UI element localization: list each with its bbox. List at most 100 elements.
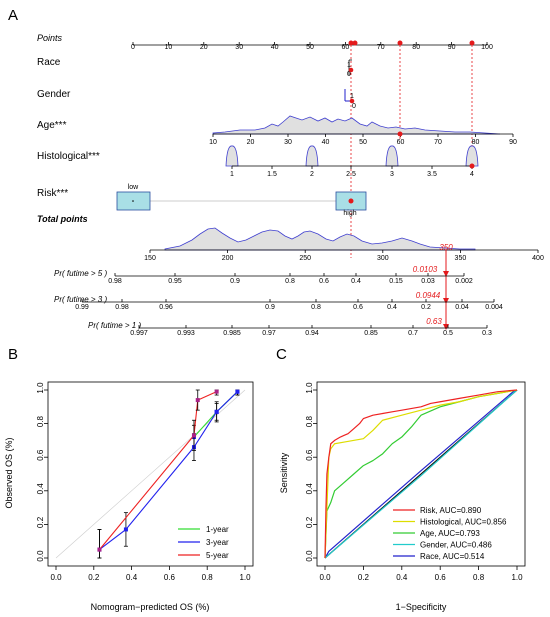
pr1-label-5: 0.85 (364, 330, 378, 337)
pr5-value: 0.0103 (413, 265, 438, 274)
roc-series-4-line (324, 389, 518, 559)
calibration-ylabel: Observed OS (%) (4, 437, 14, 508)
points-label-7: 70 (377, 44, 385, 51)
points-label-2: 20 (200, 44, 208, 51)
roc-frame (316, 381, 526, 567)
panel-a: A Points 0 10 20 30 40 50 60 70 80 90 100 Race 1 0… (8, 7, 544, 337)
row-label-risk: Risk*** (37, 188, 68, 199)
roc-xlabel: 1−Specificity (396, 602, 447, 612)
axis-points: 0 10 20 30 40 50 60 70 80 90 100 (131, 40, 493, 51)
roc-ylabel: Sensitivity (279, 452, 289, 493)
cal-series-2-point-2 (195, 398, 200, 403)
cal-series-2-point-1 (191, 433, 196, 438)
pr3-label-2: 0.96 (159, 304, 173, 311)
row-label-histological: Histological*** (37, 151, 100, 162)
axis-risk: low high (116, 184, 367, 217)
points-label-1: 10 (165, 44, 173, 51)
hist-label-2: 2 (310, 171, 314, 178)
roc-ytick-label-4: 0.8 (305, 415, 314, 427)
points-label-6: 60 (342, 44, 350, 51)
row-label-pr5: Pr( futime > 5 ) (54, 269, 107, 278)
pr5-label-5: 0.4 (351, 278, 361, 285)
age-marker (397, 131, 403, 137)
cal-series-2-line (99, 391, 217, 550)
points-label-8: 80 (412, 44, 420, 51)
guide-lines (350, 45, 473, 258)
age-label-4: 50 (359, 139, 367, 146)
age-label-8: 90 (509, 139, 517, 146)
axis-race: 1 0 (347, 59, 354, 78)
gender-tick-1: 1 (350, 93, 354, 100)
pr3-label-9: 0.004 (485, 304, 503, 311)
total-density (164, 227, 476, 251)
pr3-value: 0.0944 (416, 291, 441, 300)
panel-b: B 0.0 0.2 0.4 0.6 0.8 1.0 0.0 0.2 0.4 0.6 0.8 1.0 1-… (4, 346, 254, 612)
panel-a-label: A (8, 7, 18, 24)
cal-ytick-label-3: 0.6 (36, 449, 45, 461)
axis-histological: 1 1.5 2 2.5 3 3.5 4 (230, 165, 474, 178)
cal-xtick-label-3: 0.6 (164, 573, 176, 582)
cal-xtick-label-1: 0.2 (88, 573, 100, 582)
roc-ytick-label-3: 0.6 (305, 449, 314, 461)
pr5-label-3: 0.8 (285, 278, 295, 285)
pr1-label-8: 0.3 (482, 330, 492, 337)
panel-b-label: B (8, 346, 18, 363)
points-marker-3 (469, 40, 475, 46)
age-label-2: 30 (284, 139, 292, 146)
roc-xtick-label-1: 0.2 (358, 573, 370, 582)
points-label-9: 90 (448, 44, 456, 51)
age-label-6: 70 (434, 139, 442, 146)
axis-pr5: 0.98 0.95 0.9 0.8 0.6 0.4 0.15 0.03 0.002 (108, 273, 473, 285)
axis-age: 10 20 30 40 50 60 70 80 90 (209, 133, 517, 146)
row-label-age: Age*** (37, 120, 67, 131)
pr5-label-8: 0.002 (455, 278, 473, 285)
age-label-3: 40 (322, 139, 330, 146)
roc-ytick-label-0: 0.0 (305, 550, 314, 562)
axis-total-points: 150 200 250 300 350 400 (144, 249, 544, 262)
hist-label-5: 3.5 (427, 171, 437, 178)
pr5-label-7: 0.03 (421, 278, 435, 285)
points-marker-2 (397, 40, 403, 46)
pr1-label-4: 0.94 (305, 330, 319, 337)
histological-marker (469, 163, 475, 169)
points-label-5: 50 (306, 44, 314, 51)
roc-xtick-label-3: 0.6 (435, 573, 447, 582)
row-label-points: Points (37, 33, 63, 43)
pr1-label-0: 0.997 (130, 330, 148, 337)
calibration-xlabel: Nomogram−predicted OS (%) (91, 602, 210, 612)
cal-xtick-label-5: 1.0 (239, 573, 251, 582)
total-label-3: 300 (377, 255, 389, 262)
cal-ytick-label-2: 0.4 (36, 483, 45, 495)
gender-marker (349, 98, 355, 104)
age-label-5: 60 (397, 139, 405, 146)
age-label-1: 20 (247, 139, 255, 146)
roc-ytick-label-2: 0.4 (305, 483, 314, 495)
pr5-label-2: 0.9 (230, 278, 240, 285)
roc-legend-label-1: Histological, AUC=0.856 (420, 518, 507, 527)
cal-diagonal (55, 389, 246, 559)
cal-series-1-point-4 (235, 389, 240, 394)
hist-label-4: 3 (390, 171, 394, 178)
axis-pr3: 0.99 0.98 0.96 0.9 0.8 0.6 0.4 0.2 0.04 0.004 (75, 299, 503, 311)
gender-tick-0: 0 (352, 103, 356, 110)
risk-tick-high: high (343, 210, 356, 217)
panel-c-label: C (276, 346, 287, 363)
row-label-race: Race (37, 57, 61, 68)
pr3-label-8: 0.04 (455, 304, 469, 311)
pr1-label-1: 0.993 (177, 330, 195, 337)
roc-xtick-label-4: 0.8 (473, 573, 485, 582)
cal-xtick-label-0: 0.0 (50, 573, 62, 582)
calibration-plot: 0.0 0.2 0.4 0.6 0.8 1.0 0.0 0.2 0.4 0.6 0.8 1.0 1-ye… (36, 381, 254, 582)
cal-ytick-label-1: 0.2 (36, 516, 45, 528)
total-label-0: 150 (144, 255, 156, 262)
row-label-gender: Gender (37, 89, 71, 100)
pr3-label-3: 0.9 (265, 304, 275, 311)
pr3-label-7: 0.2 (421, 304, 431, 311)
pr1-value: 0.63 (426, 317, 442, 326)
roc-xtick-label-2: 0.4 (396, 573, 408, 582)
histological-density (225, 145, 479, 167)
pr3-label-4: 0.8 (311, 304, 321, 311)
race-tick-1: 1 (347, 62, 351, 69)
pr3-label-0: 0.99 (75, 304, 89, 311)
